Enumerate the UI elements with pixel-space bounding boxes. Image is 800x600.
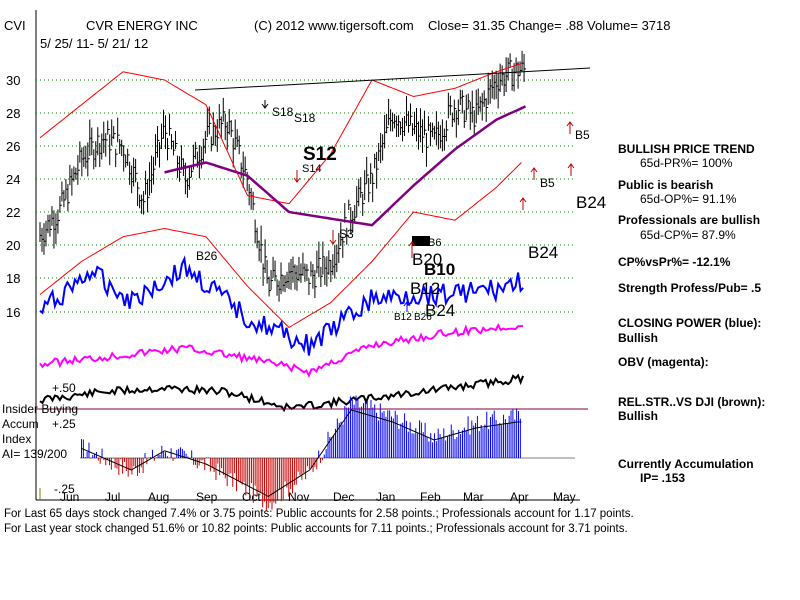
y-tick-label: 30 <box>6 73 20 88</box>
x-tick-label: May <box>553 490 576 504</box>
public-value: 65d-OP%= 91.1% <box>640 192 737 206</box>
pros-value: 65d-CP%= 87.9% <box>640 228 736 242</box>
arrow-s18 <box>261 100 269 109</box>
relstr-title: REL.STR..VS DJI (brown): <box>618 395 766 409</box>
upper-band <box>39 63 522 205</box>
plus50-label: +.50 <box>52 381 76 395</box>
signal-annotations: S18 S18 S12 S14 S3 B26 B20 B12 B10 B24 B… <box>196 105 606 323</box>
arrow-b24-b <box>567 163 575 176</box>
quote-line: Close= 31.35 Change= .88 Volume= 3718 <box>428 18 671 33</box>
y-tick-label: 18 <box>6 271 20 286</box>
signal-s3: S3 <box>339 227 354 241</box>
arrow-b24-a <box>519 197 527 210</box>
copyright: (C) 2012 www.tigersoft.com <box>254 18 414 33</box>
index-label: Index <box>2 432 31 446</box>
lower-band <box>39 162 522 329</box>
signal-b6: B6 <box>428 237 441 249</box>
footer-line-1: For Last 65 days stock changed 7.4% or 3… <box>4 508 634 520</box>
y-tick-label: 16 <box>6 305 20 320</box>
accum-value: IP= .153 <box>640 471 686 485</box>
arrow-b20 <box>408 241 416 258</box>
x-tick-label: Jan <box>376 490 395 504</box>
indicator-lines <box>39 63 591 413</box>
ticker: CVI <box>4 18 26 33</box>
x-tick-label: Dec <box>333 490 354 504</box>
arrow-b-low <box>403 301 411 312</box>
obv-title: OBV (magenta): <box>618 355 709 369</box>
x-tick-label: Jul <box>105 490 120 504</box>
x-tick-label: Mar <box>463 490 484 504</box>
x-tick-label: Oct <box>242 490 261 504</box>
trend-title: BULLISH PRICE TREND <box>618 142 755 156</box>
price-bars <box>39 50 527 302</box>
relstr-value: Bullish <box>618 409 659 423</box>
signal-b12: B12 <box>410 279 440 298</box>
signal-b24: B24 <box>425 301 455 320</box>
y-tick-label: 26 <box>6 139 20 154</box>
signal-b6-box <box>412 236 430 246</box>
arrow-b5-a <box>530 167 538 180</box>
y-tick-label: 28 <box>6 106 20 121</box>
arrow-b5-b <box>566 121 574 134</box>
ma-line <box>164 105 527 227</box>
signal-b24: B24 <box>576 193 606 212</box>
signal-b26: B26 <box>414 312 432 323</box>
minus25-label: -.25 <box>54 482 75 496</box>
signal-s18: S18 <box>272 105 294 119</box>
x-tick-label: Nov <box>288 490 309 504</box>
signal-b12: B12 <box>394 312 412 323</box>
relstr-line <box>39 373 525 413</box>
accum-histogram <box>81 395 522 512</box>
company-name: CVR ENERGY INC <box>86 18 198 33</box>
trend-value: 65d-PR%= 100% <box>640 156 733 170</box>
x-tick-labels: Jun Jul Aug Sep Oct Nov Dec Jan Feb Mar … <box>60 490 576 504</box>
signal-s14: S14 <box>302 163 322 175</box>
y-tick-label: 20 <box>6 238 20 253</box>
y-tick-label: 22 <box>6 205 20 220</box>
signal-b10: B10 <box>424 260 455 279</box>
signal-s18: S18 <box>294 111 316 125</box>
strength-ratio: Strength Profess/Pub= .5 <box>618 281 762 295</box>
signal-b26: B26 <box>196 249 218 263</box>
x-tick-label: Apr <box>510 490 529 504</box>
x-tick-label: Aug <box>148 490 169 504</box>
resistance-line <box>194 67 591 91</box>
public-title: Public is bearish <box>618 178 714 192</box>
x-tick-label: Jun <box>60 490 79 504</box>
pros-title: Professionals are bullish <box>618 213 761 227</box>
arrow-s14 <box>293 170 301 183</box>
footer-line-2: For Last year stock changed 51.6% or 10.… <box>4 523 628 535</box>
lower-panel-labels: +.50 Insider Buying +.25 Accum Index AI=… <box>2 381 78 496</box>
x-tick-label: Feb <box>420 490 441 504</box>
ai-label: AI= 139/200 <box>2 447 67 461</box>
date-range: 5/ 25/ 11- 5/ 21/ 12 <box>40 36 149 51</box>
insider-label: Insider Buying <box>2 402 78 416</box>
obv-line <box>39 323 524 379</box>
closing-power-value: Bullish <box>618 331 659 345</box>
signal-b5: B5 <box>540 176 555 190</box>
signal-b24: B24 <box>528 243 558 262</box>
accum-label: Accum <box>2 417 39 431</box>
cp-vs-pr: CP%vsPr%= -12.1% <box>618 255 731 269</box>
signal-b20: B20 <box>412 250 442 269</box>
signal-arrows <box>261 100 575 312</box>
accum-title: Currently Accumulation <box>618 457 754 471</box>
signal-b5: B5 <box>575 128 590 142</box>
arrow-s3 <box>329 230 337 245</box>
closing-power-line <box>39 255 524 356</box>
plus25-label: +.25 <box>52 417 76 431</box>
accum-ma-line <box>81 409 522 497</box>
x-tick-label: Sep <box>196 490 218 504</box>
closing-power-title: CLOSING POWER (blue): <box>618 316 762 330</box>
signal-s12: S12 <box>303 144 337 165</box>
y-tick-labels: 30 28 26 24 22 20 18 16 <box>6 73 20 320</box>
y-tick-label: 24 <box>6 172 20 187</box>
